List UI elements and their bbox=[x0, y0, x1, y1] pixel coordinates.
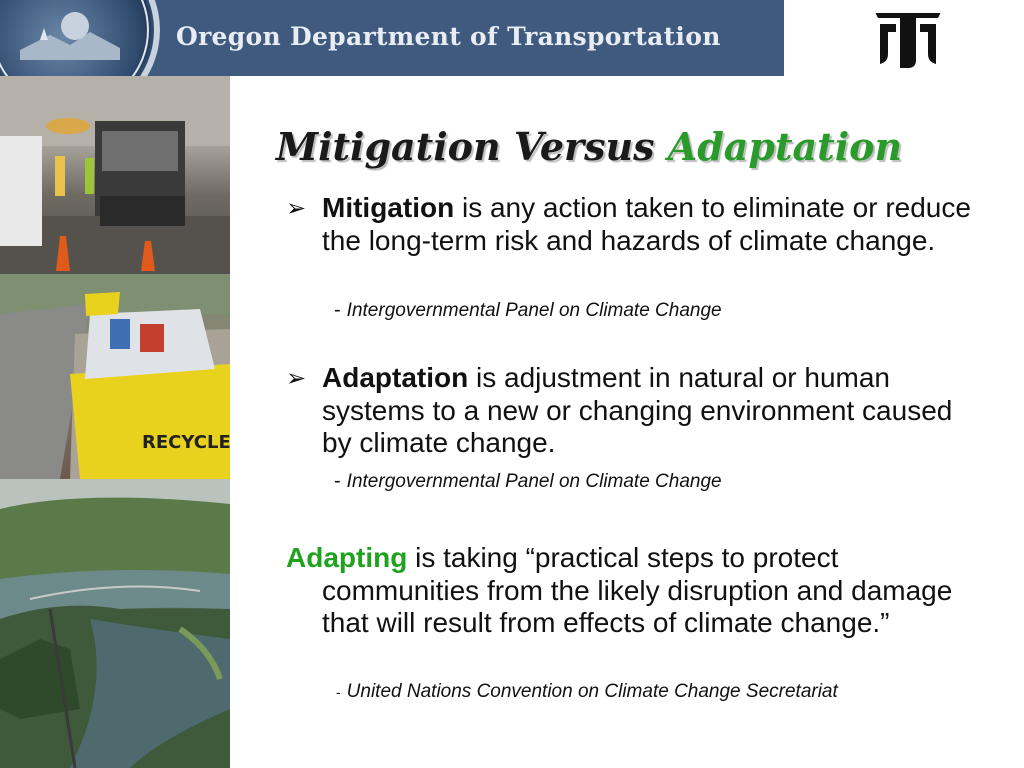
road-paving-photo bbox=[0, 76, 230, 274]
mitigation-text: Mitigation is any action taken to elimin… bbox=[322, 192, 976, 257]
mitigation-source-name: Intergovernmental Panel on Climate Chang… bbox=[346, 300, 722, 321]
adaptation-term: Adaptation bbox=[322, 362, 469, 393]
header-banner: Oregon Department of Transportation bbox=[0, 0, 784, 76]
adapting-source: - United Nations Convention on Climate Ch… bbox=[336, 680, 838, 703]
source-dash: - bbox=[334, 299, 341, 321]
arrow-bullet-icon: ➢ bbox=[286, 194, 307, 222]
slide-title: Mitigation Versus Adaptation bbox=[276, 124, 902, 169]
mitigation-term: Mitigation bbox=[322, 192, 455, 223]
recycle-bin-photo: RECYCLE bbox=[0, 274, 230, 479]
adapting-term: Adapting bbox=[286, 542, 408, 573]
adapting-definition-line1: is taking “practical steps to protect bbox=[407, 542, 839, 573]
oregon-state-seal-icon bbox=[0, 0, 160, 76]
mitigation-source: - Intergovernmental Panel on Climate Chan… bbox=[334, 299, 722, 322]
source-dash: - bbox=[336, 684, 341, 700]
agency-title: Oregon Department of Transportation bbox=[176, 22, 721, 51]
mitigation-bullet: ➢ Mitigation is any action taken to elim… bbox=[286, 192, 976, 257]
mitigation-definition: is any action taken to eliminate or redu… bbox=[322, 192, 971, 256]
odot-logo-icon bbox=[870, 4, 946, 72]
adaptation-definition: is adjustment in natural or human system… bbox=[322, 362, 953, 458]
title-adaptation: Adaptation bbox=[667, 124, 903, 169]
adapting-source-name: United Nations Convention on Climate Cha… bbox=[346, 681, 838, 702]
adaptation-text: Adaptation is adjustment in natural or h… bbox=[322, 362, 976, 460]
arrow-bullet-icon: ➢ bbox=[286, 364, 307, 392]
source-dash: - bbox=[334, 470, 341, 492]
adapting-paragraph: Adapting is taking “practical steps to p… bbox=[286, 542, 976, 640]
adapting-definition-rest: communities from the likely disruption a… bbox=[322, 574, 953, 639]
title-mitigation-versus: Mitigation Versus bbox=[276, 124, 655, 169]
adaptation-source-name: Intergovernmental Panel on Climate Chang… bbox=[346, 471, 722, 492]
adaptation-bullet: ➢ Adaptation is adjustment in natural or… bbox=[286, 362, 976, 460]
svg-text:RECYCLE: RECYCLE bbox=[142, 432, 230, 453]
adaptation-source: - Intergovernmental Panel on Climate Chan… bbox=[334, 470, 722, 493]
river-aerial-photo bbox=[0, 479, 230, 768]
